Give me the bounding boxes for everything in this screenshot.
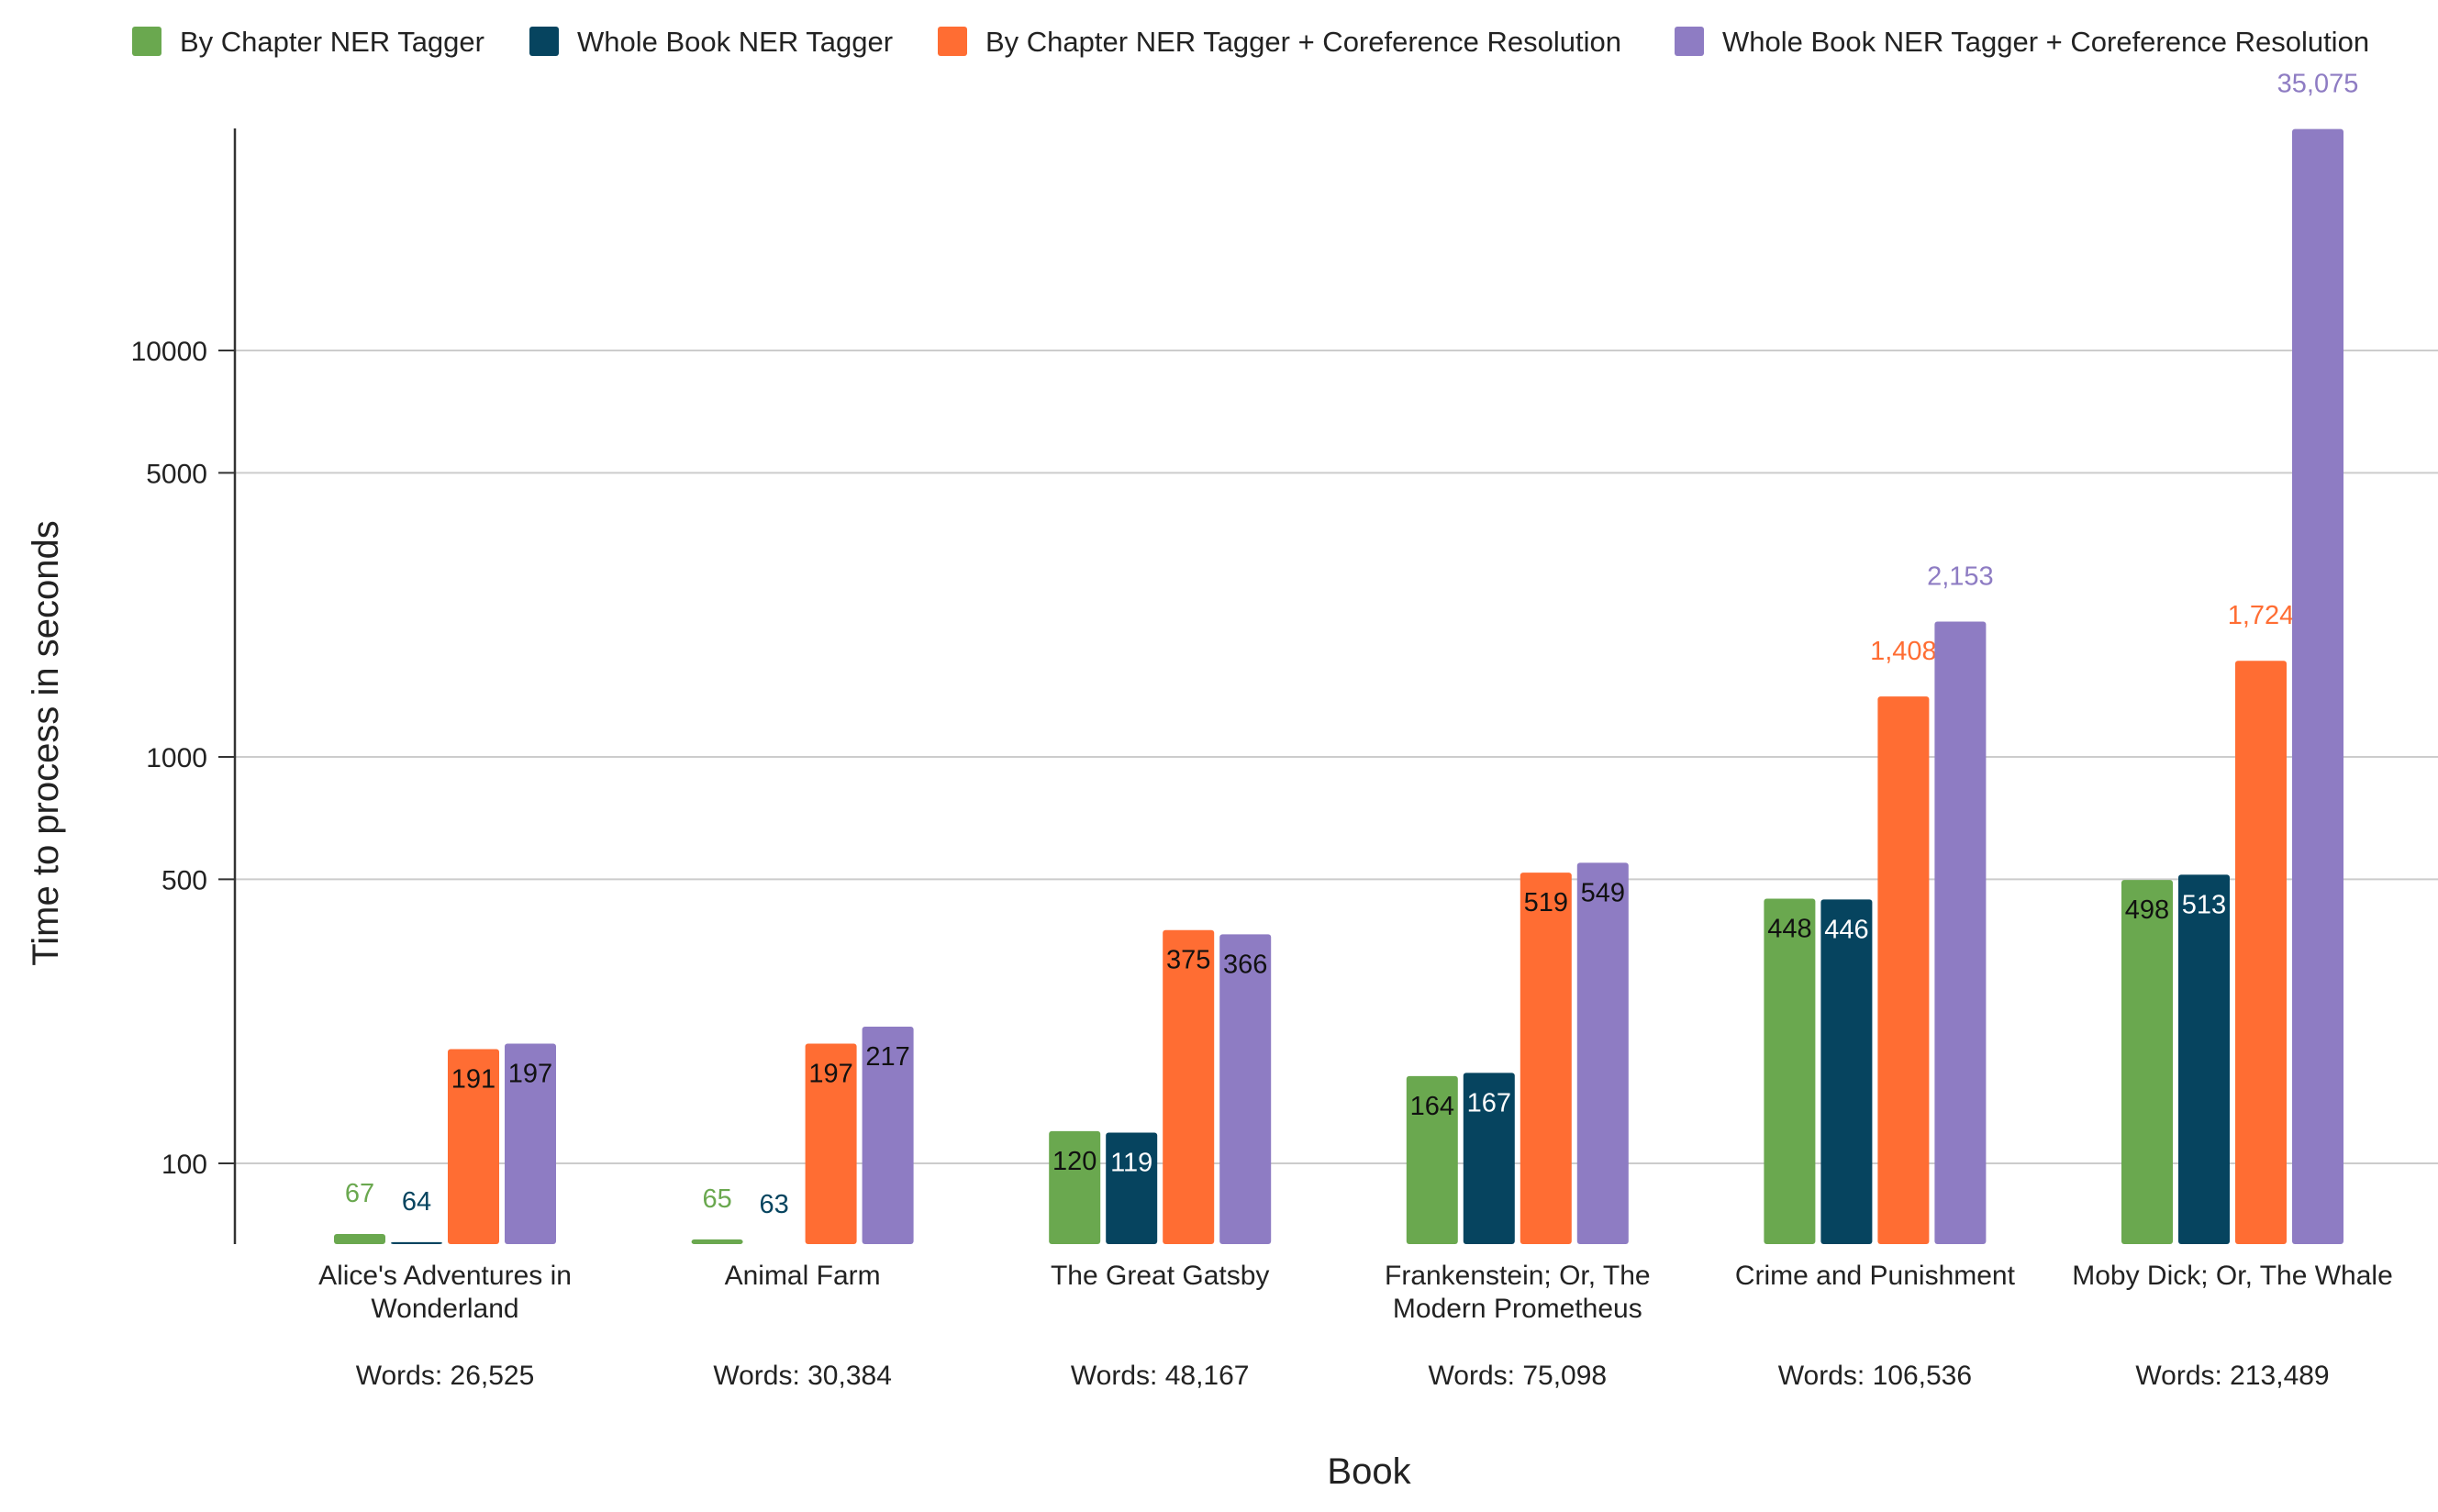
data-label: 197 — [508, 1060, 552, 1089]
bar — [1406, 1075, 1458, 1244]
bar — [1163, 929, 1215, 1244]
data-label: 64 — [402, 1187, 431, 1217]
legend-label: Whole Book NER Tagger + Coreference Reso… — [1722, 26, 2369, 58]
data-label: 65 — [702, 1184, 731, 1214]
y-tick-label: 1000 — [146, 743, 207, 773]
data-label: 1,724 — [2228, 601, 2295, 630]
word-count-label: Words: 213,489 — [2135, 1361, 2329, 1391]
bar — [1106, 1132, 1158, 1244]
data-label: 119 — [1110, 1149, 1152, 1178]
data-label: 35,075 — [2277, 70, 2359, 99]
word-count-label: Words: 75,098 — [1429, 1361, 1608, 1391]
data-label: 167 — [1467, 1088, 1511, 1117]
x-category-label: Crime and Punishment — [1735, 1261, 2016, 1291]
legend-swatch — [529, 27, 559, 56]
x-category-label: Wonderland — [371, 1294, 518, 1324]
bar — [1877, 696, 1930, 1244]
y-tick-label: 500 — [161, 865, 207, 895]
x-axis-title: Book — [1327, 1451, 1411, 1492]
data-label: 519 — [1524, 888, 1568, 917]
x-category-label: Frankenstein; Or, The — [1385, 1261, 1651, 1291]
data-label: 67 — [345, 1179, 374, 1208]
legend-label: Whole Book NER Tagger — [577, 26, 893, 58]
bar — [862, 1026, 914, 1244]
bar — [1219, 934, 1272, 1244]
y-tick-label: 100 — [161, 1150, 207, 1180]
bar — [805, 1043, 857, 1244]
legend-label: By Chapter NER Tagger — [180, 26, 484, 58]
word-count-label: Words: 48,167 — [1071, 1361, 1250, 1391]
legend-swatch — [938, 27, 967, 56]
word-count-label: Words: 26,525 — [356, 1361, 535, 1391]
bar — [2121, 880, 2173, 1244]
bar — [1520, 873, 1572, 1244]
bar — [448, 1049, 499, 1244]
x-category-label: Moby Dick; Or, The Whale — [2072, 1261, 2393, 1291]
data-label: 120 — [1052, 1147, 1097, 1176]
word-count-label: Words: 106,536 — [1778, 1361, 1972, 1391]
data-label: 446 — [1824, 915, 1868, 944]
data-label: 513 — [2182, 890, 2226, 919]
bar — [505, 1043, 556, 1244]
x-category-label: Modern Prometheus — [1393, 1294, 1642, 1324]
data-label: 164 — [1410, 1092, 1454, 1121]
legend-swatch — [1675, 27, 1704, 56]
data-label: 197 — [808, 1060, 852, 1089]
data-label: 448 — [1767, 914, 1811, 943]
bar — [1463, 1073, 1515, 1244]
data-label: 375 — [1166, 946, 1210, 975]
bar — [2235, 661, 2287, 1244]
bar — [334, 1234, 385, 1244]
data-label: 366 — [1223, 950, 1267, 979]
bar — [1934, 621, 1987, 1244]
legend-swatch — [132, 27, 161, 56]
data-label: 2,153 — [1927, 561, 1994, 591]
data-label: 549 — [1581, 878, 1625, 907]
x-category-label: The Great Gatsby — [1051, 1261, 1269, 1291]
y-tick-label: 5000 — [146, 459, 207, 489]
bar — [391, 1241, 442, 1244]
bar — [1764, 898, 1816, 1244]
bar — [2292, 128, 2343, 1244]
data-label: 498 — [2125, 895, 2169, 925]
bar — [1820, 899, 1873, 1244]
data-label: 63 — [759, 1190, 788, 1219]
bar — [1049, 1130, 1101, 1244]
data-label: 191 — [451, 1065, 495, 1095]
x-category-label: Animal Farm — [725, 1261, 881, 1291]
x-category-label: Alice's Adventures in — [318, 1261, 572, 1291]
bar — [2178, 874, 2230, 1244]
bar — [691, 1239, 743, 1244]
word-count-label: Words: 30,384 — [713, 1361, 892, 1391]
data-label: 217 — [865, 1042, 909, 1072]
legend-label: By Chapter NER Tagger + Coreference Reso… — [985, 26, 1621, 58]
bar — [1576, 862, 1629, 1244]
y-tick-label: 10000 — [131, 337, 207, 367]
data-label: 1,408 — [1870, 637, 1937, 666]
y-axis-title: Time to process in seconds — [26, 520, 66, 965]
